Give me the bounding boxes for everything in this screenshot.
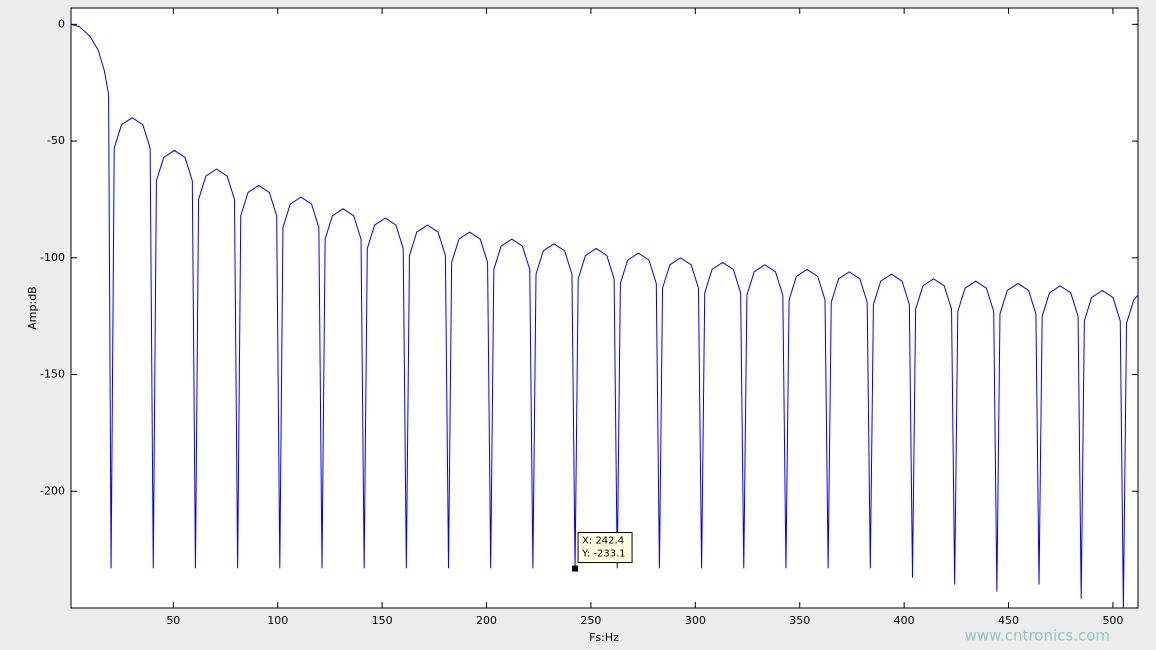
datatip-box <box>577 532 633 564</box>
watermark: www.cntronics.com <box>965 627 1110 645</box>
x-tick-label: 50 <box>166 614 180 627</box>
x-tick-label: 250 <box>580 614 601 627</box>
x-tick-label: 150 <box>372 614 393 627</box>
x-tick-label: 100 <box>267 614 288 627</box>
y-tick-label: -150 <box>40 368 65 381</box>
datatip-label: Y: -233.1 <box>581 549 626 560</box>
x-tick-label: 300 <box>685 614 706 627</box>
x-tick-label: 500 <box>1102 614 1123 627</box>
x-tick-label: 400 <box>894 614 915 627</box>
y-tick-label: -50 <box>47 134 65 147</box>
x-axis-label: Fs:Hz <box>589 631 619 644</box>
y-axis-label: Amp:dB <box>26 286 39 329</box>
x-tick-label: 450 <box>998 614 1019 627</box>
amplitude-line <box>71 23 1138 608</box>
x-tick-label: 350 <box>789 614 810 627</box>
y-tick-label: -100 <box>40 251 65 264</box>
y-tick-label: -200 <box>40 484 65 497</box>
axes-box <box>70 7 1139 609</box>
datatip-marker <box>572 565 579 572</box>
datatip-label: X: 242.4 <box>582 536 624 547</box>
x-tick-label: 200 <box>476 614 497 627</box>
y-tick-label: 0 <box>58 17 65 30</box>
